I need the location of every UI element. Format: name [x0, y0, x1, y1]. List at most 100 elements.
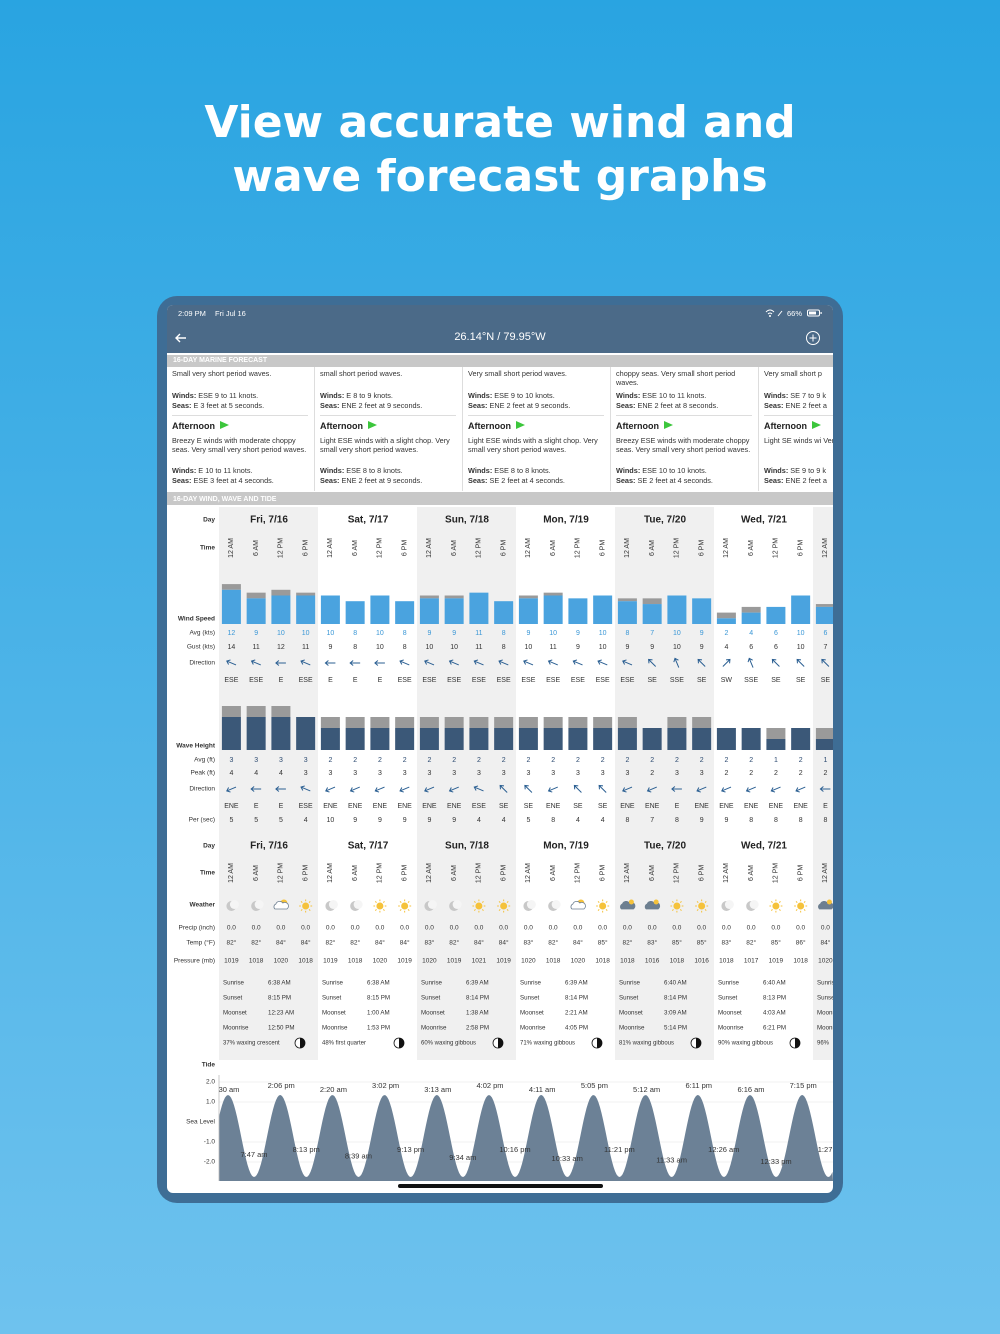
astro-label: Moonset: [817, 1010, 833, 1017]
precip: 0.0: [573, 925, 582, 932]
forecast-column: Very small short p Winds: SE 7 to 9 k Seas…: [759, 367, 833, 491]
pressure: 1019: [323, 958, 338, 965]
day-shade: [813, 507, 833, 1060]
day-header: Fri, 7/16: [250, 841, 288, 852]
day-header: Mon, 7/19: [543, 841, 589, 852]
afternoon-winds: Winds: E 10 to 11 knots.: [172, 466, 310, 475]
wind-gust: 10: [426, 644, 434, 651]
cloud-icon: [570, 900, 586, 910]
row-label: Peak (ft): [190, 770, 215, 777]
precip: 0.0: [326, 925, 335, 932]
wind-direction: ESE: [447, 677, 461, 684]
wind-bar: [494, 601, 514, 624]
afternoon-text: Breezy E winds with moderate choppy seas…: [172, 436, 307, 454]
moon-phase-shade: [795, 1038, 800, 1048]
time-label: 6 PM: [302, 540, 309, 557]
wave-direction: ENE: [323, 803, 338, 810]
wave-peak: 3: [625, 770, 629, 777]
wave-peak: 3: [551, 770, 555, 777]
arrow-shape: [745, 786, 756, 793]
wind-bar: [667, 595, 687, 624]
direction-arrow: [747, 657, 754, 668]
moon-cut: [427, 900, 437, 909]
sun-ray: [473, 909, 476, 911]
row-label: Direction: [189, 786, 215, 793]
back-button[interactable]: [174, 332, 188, 344]
wave-direction: ENE: [694, 803, 709, 810]
wave-period: 8: [675, 817, 679, 824]
wind-direction: SE: [796, 677, 806, 684]
peak-bar: [320, 717, 340, 728]
wind-direction: ESE: [596, 677, 610, 684]
tide-tick: 1.0: [206, 1099, 215, 1106]
arrow-shape: [250, 659, 261, 666]
afternoon-text: Light ESE winds with a slight chop. Very…: [320, 436, 450, 454]
row-label: Precip (inch): [179, 925, 215, 932]
sun-icon: [628, 899, 634, 905]
sun-icon: [826, 899, 832, 905]
moon-cut: [724, 900, 734, 909]
marine-forecast: Small very short period waves. Winds: ESE…: [167, 367, 833, 491]
wave-peak: 3: [576, 770, 580, 777]
temp: 82°: [226, 939, 236, 947]
wave-avg: 2: [576, 757, 580, 764]
temp: 82°: [449, 939, 459, 947]
wave-avg: 2: [724, 757, 728, 764]
tide-high: 2:20 am: [320, 1085, 347, 1094]
wave-period: 8: [823, 817, 827, 824]
afternoon-label: Afternoon: [320, 421, 363, 431]
tide-high: 7:15 pm: [790, 1081, 817, 1090]
status-icons: [765, 309, 783, 317]
wind-direction: ESE: [398, 677, 412, 684]
wind-direction: ESE: [546, 677, 560, 684]
direction-arrow: [696, 786, 707, 793]
astro-label: Sunset: [520, 995, 540, 1002]
add-button[interactable]: [805, 330, 821, 346]
wind-gust: 9: [625, 644, 629, 651]
sun-ray: [671, 901, 674, 903]
wave-avg: 2: [378, 757, 382, 764]
wave-peak: 3: [526, 770, 530, 777]
day-header: Fri, 7/16: [250, 515, 288, 526]
day-header: Sat, 7/17: [348, 515, 389, 526]
triangle: [664, 421, 673, 429]
arrow-shape: [523, 659, 534, 666]
moon-phase-shade: [696, 1038, 701, 1048]
arrow-shape: [696, 786, 707, 793]
arrow-shape: [399, 659, 410, 666]
time-label: 12 AM: [822, 538, 829, 558]
wave-period: 7: [650, 817, 654, 824]
sun-icon: [302, 902, 310, 910]
time-label: 12 PM: [674, 538, 681, 558]
direction-arrow: [646, 786, 657, 793]
afternoon-seas: Seas: SE 2 feet at 4 seconds.: [468, 476, 606, 485]
sun-ray: [374, 901, 377, 903]
arrow-shape: [622, 786, 633, 793]
wind-avg: 9: [427, 630, 431, 637]
wind-bar: [593, 595, 613, 624]
status-date: Fri Jul 16: [215, 309, 246, 318]
field-label: Seas:: [616, 401, 636, 410]
wind-gust: 10: [525, 644, 533, 651]
row-label: Wind Speed: [178, 616, 215, 623]
sun-ray: [498, 909, 501, 911]
tide-low: 7:47 am: [240, 1150, 267, 1159]
headline-line: wave forecast graphs: [232, 151, 768, 202]
wave-period: 9: [378, 817, 382, 824]
gust-bar: [741, 606, 761, 613]
tide-low: 12:33 pm: [760, 1157, 791, 1166]
time-label: 6 PM: [599, 540, 606, 557]
field-value: E 3 feet at 5 seconds.: [193, 401, 265, 410]
field-label: Seas:: [468, 401, 488, 410]
wave-period: 9: [700, 817, 704, 824]
gust-bar: [419, 595, 439, 599]
wave-period: 4: [304, 817, 308, 824]
wind-bar: [296, 595, 316, 624]
astro-label: Sunrise: [223, 980, 245, 987]
wind-direction: E: [378, 677, 383, 684]
astro-time: 4:05 PM: [565, 1025, 588, 1032]
wind-direction: SE: [821, 677, 831, 684]
wave-avg: 2: [328, 757, 332, 764]
section-title: 16-DAY WIND, WAVE AND TIDE: [173, 496, 277, 503]
wind-bar: [320, 595, 340, 624]
